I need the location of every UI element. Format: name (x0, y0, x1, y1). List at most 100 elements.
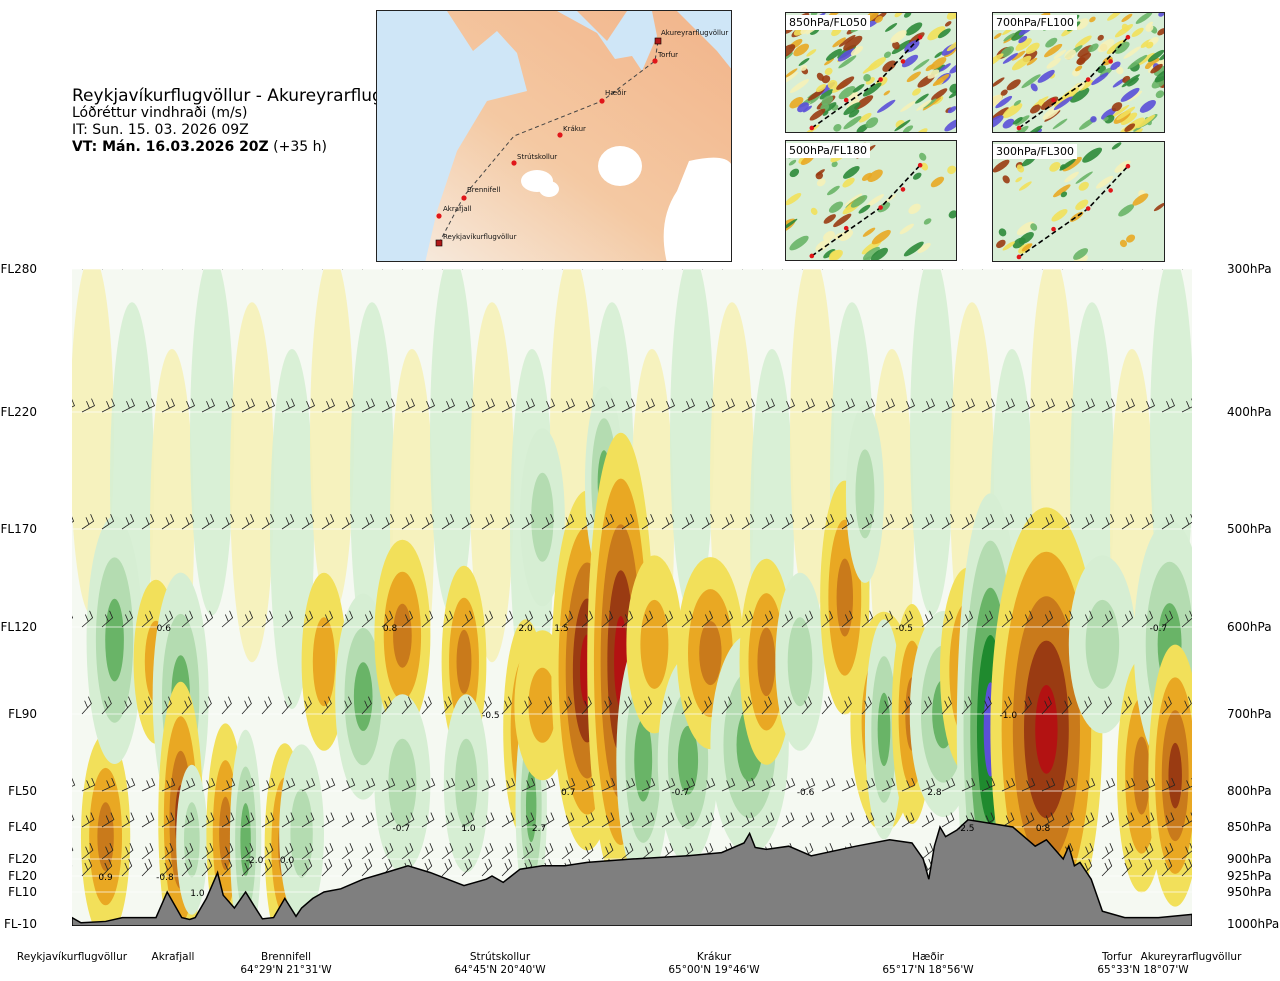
route-map-graphic: Akureyrarflugvöllur Torfur Hæðir Krákur Strú… (377, 11, 731, 261)
wind-barb (441, 858, 453, 877)
plot-area (62, 257, 1215, 926)
wind-barb (1121, 777, 1136, 792)
thumb-waypoint (878, 205, 883, 210)
wind-barb (221, 858, 233, 877)
wind-barb (1141, 514, 1155, 530)
contour-label: 0.0 (280, 856, 295, 866)
wind-barb (1161, 398, 1175, 413)
wind-barb (101, 843, 114, 860)
wind-barb (981, 398, 995, 413)
thumb-blob (1075, 171, 1093, 184)
thumb-blob (1111, 102, 1123, 112)
wind-barb (102, 269, 104, 270)
wind-barb (421, 398, 435, 413)
wind-barb (661, 843, 674, 860)
wind-barb (141, 777, 156, 792)
wind-barb (581, 514, 595, 530)
location-coordinate: 65°33'N 18°07'W (1097, 964, 1189, 976)
wind-barb (72, 777, 76, 787)
thumb-blob (919, 152, 927, 161)
thumb-blob (1075, 199, 1089, 211)
thumb-blob (882, 60, 897, 72)
wind-barb (641, 843, 654, 860)
wind-barb (241, 812, 255, 828)
thumb-blob (894, 119, 911, 132)
wind-barb (621, 812, 635, 828)
thumb-blob (800, 64, 808, 71)
pressure-label: 800hPa (1227, 784, 1272, 798)
thumb-blob (1002, 118, 1015, 129)
waypoint-marker (436, 213, 442, 219)
thumb-blob (922, 97, 942, 111)
wind-barb (181, 858, 193, 877)
contour-label: 0.8 (383, 624, 398, 634)
wind-barb (642, 269, 644, 270)
waypoint-label: Brennifell (467, 186, 500, 194)
vertical-velocity-cells (80, 386, 1192, 926)
wind-barb (462, 269, 464, 270)
wind-barb (421, 777, 436, 792)
wind-barb (101, 398, 115, 413)
thumb-waypoint (1051, 226, 1056, 232)
wind-barb (321, 514, 335, 530)
wind-barb (801, 696, 812, 715)
wind-barb (361, 858, 373, 877)
wind-barb (921, 514, 935, 530)
wind-barb (901, 696, 912, 715)
thumb-blob (848, 109, 860, 118)
wind-barb (401, 398, 415, 413)
thumb-blob (819, 89, 834, 100)
thumb-blob (947, 165, 956, 175)
thumb-blob (1139, 100, 1156, 113)
thumb-blob (1051, 209, 1068, 222)
wind-barb (1101, 398, 1115, 413)
thumb-blob (1118, 204, 1135, 217)
pressure-label: 900hPa (1227, 852, 1272, 866)
thumb-blob (948, 87, 956, 99)
wind-barb (241, 843, 254, 860)
wind-barb (81, 696, 92, 715)
thumb-blob (803, 105, 813, 113)
thumb-blob (931, 88, 948, 101)
thumb-blob (858, 112, 872, 123)
wind-barb (221, 398, 235, 413)
velocity-cell (455, 738, 478, 828)
wind-barb (721, 696, 732, 715)
thumb-blob (1150, 63, 1163, 74)
wind-barb (361, 812, 375, 828)
wind-barb (661, 398, 675, 413)
wind-barb (701, 610, 714, 628)
wind-barb (741, 514, 755, 530)
wind-barb (1202, 399, 1214, 412)
wind-barb (1102, 269, 1104, 270)
wind-barb (241, 858, 253, 877)
thumb-blob (816, 178, 826, 187)
wind-barb (641, 610, 654, 628)
wind-barb (521, 777, 536, 792)
thumb-blob (867, 169, 883, 183)
wind-barb (721, 514, 735, 530)
thumb-blob (786, 44, 796, 59)
wind-barb (62, 257, 75, 269)
wind-barb (662, 269, 664, 270)
right-axis-labels: 300hPa 400hPa 500hPa 600hPa 700hPa 800hPa 850h… (1227, 262, 1279, 931)
thumb-blob (874, 15, 883, 23)
wind-barb (881, 696, 892, 715)
wind-barb (542, 269, 544, 270)
wind-barb (701, 696, 712, 715)
wind-barb (461, 696, 472, 715)
wind-barb (161, 812, 175, 828)
wind-barb (1202, 257, 1215, 269)
thumb-blob (1075, 65, 1083, 72)
location-name: Hæðir (912, 951, 945, 963)
wind-barb (581, 398, 595, 413)
wind-barb (561, 398, 575, 413)
wind-barb (81, 858, 93, 877)
wind-barb (341, 843, 354, 860)
thumb-blob (842, 177, 855, 188)
wind-barb (81, 514, 95, 530)
wind-barb (721, 398, 735, 413)
wind-barb (1141, 858, 1153, 877)
thumb-blob (1026, 57, 1038, 66)
wind-barb (1002, 269, 1004, 270)
